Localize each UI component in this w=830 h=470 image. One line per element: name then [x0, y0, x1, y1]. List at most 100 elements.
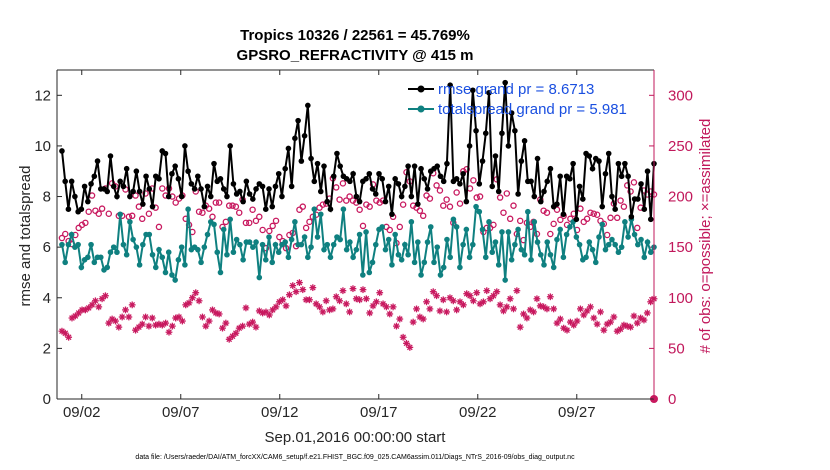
spread-point — [62, 259, 68, 266]
assimilated-obs-point — [202, 322, 210, 330]
spread-point — [217, 269, 224, 276]
assimilated-star-stroke — [416, 314, 423, 320]
possible-obs-point — [557, 216, 564, 224]
y-tick-label: 12 — [34, 87, 51, 104]
assimilated-star-stroke — [363, 295, 370, 302]
assimilated-star-stroke — [296, 279, 303, 286]
assimilated-star-stroke — [233, 330, 239, 337]
assimilated-obs-point — [192, 289, 200, 297]
spread-point — [382, 246, 389, 253]
assimilated-star-stroke — [406, 344, 413, 351]
possible-obs-point — [132, 192, 139, 199]
rmse-point — [573, 216, 580, 223]
assimilated-star-stroke — [423, 298, 430, 305]
spread-point — [415, 239, 421, 245]
assimilated-obs-point — [289, 282, 297, 290]
rmse-point — [369, 186, 376, 192]
rmse-point — [502, 79, 508, 86]
assimilated-obs-point — [436, 307, 444, 315]
assimilated-obs-point — [272, 303, 280, 311]
assimilated-obs-point — [643, 309, 651, 317]
rmse-point — [240, 198, 246, 205]
spread-point — [240, 257, 246, 263]
assimilated-obs-point — [239, 322, 246, 330]
spread-point — [204, 231, 211, 238]
rmse-point — [68, 178, 75, 185]
assimilated-star-stroke — [115, 324, 122, 330]
rmse-point — [250, 196, 256, 202]
assimilated-obs-point — [439, 296, 447, 304]
possible-obs-point — [453, 189, 460, 196]
spread-point — [88, 241, 94, 248]
rmse-point — [567, 176, 573, 182]
possible-obs-point — [476, 193, 484, 200]
rmse-point — [528, 178, 534, 185]
spread-point — [201, 244, 208, 250]
spread-point — [317, 211, 324, 218]
spread-point — [152, 264, 159, 271]
possible-obs-point — [426, 195, 434, 202]
assimilated-star-stroke — [373, 298, 380, 305]
spread-point — [75, 241, 81, 248]
rmse-point — [402, 183, 408, 190]
assimilated-star-stroke — [139, 321, 146, 327]
rmse-point — [415, 201, 421, 207]
rmse-point — [78, 206, 85, 212]
spread-point — [389, 262, 395, 268]
rmse-point — [62, 178, 68, 185]
assimilated-obs-point — [600, 326, 608, 334]
rmse-point — [305, 102, 311, 109]
spread-point — [237, 241, 243, 248]
rmse-point — [389, 211, 395, 218]
rmse-point — [618, 173, 625, 180]
spread-point — [453, 224, 460, 230]
assimilated-obs-point — [386, 310, 394, 318]
spread-point — [266, 234, 272, 240]
rmse-point — [156, 176, 162, 182]
assimilated-star-stroke — [380, 300, 386, 307]
assimilated-star-stroke — [600, 327, 607, 334]
axes-lines — [56, 69, 655, 400]
spread-point — [434, 244, 441, 250]
assimilated-star-stroke — [65, 334, 72, 341]
assimilated-star-stroke — [527, 307, 534, 313]
spread-point — [592, 259, 599, 266]
rmse-point — [243, 178, 250, 185]
x-axis: 09/02 09/07 09/12 09/17 09/22 09/27 — [63, 70, 596, 421]
possible-obs-point — [62, 230, 69, 238]
rmse-point — [269, 203, 276, 210]
assimilated-obs-point — [469, 297, 477, 305]
assimilated-star-stroke — [256, 308, 263, 314]
assimilated-star-stroke — [316, 304, 323, 310]
spread-point — [123, 251, 130, 258]
spread-point — [220, 226, 227, 233]
assimilated-star-stroke — [216, 311, 223, 317]
spread-point — [586, 239, 593, 245]
assimilated-star-stroke — [540, 304, 547, 310]
rmse-point — [334, 150, 340, 157]
assimilated-obs-point — [185, 299, 193, 307]
assimilated-star-stroke — [437, 308, 443, 314]
spread-point — [301, 234, 308, 240]
possible-obs-point — [503, 190, 511, 197]
spread-point — [482, 254, 489, 261]
rmse-point — [570, 160, 576, 167]
spread-point — [635, 241, 641, 248]
assimilated-star-stroke — [125, 314, 132, 320]
spread-point — [282, 239, 288, 245]
spread-point — [473, 203, 479, 210]
assimilated-obs-point — [409, 318, 417, 326]
spread-point — [499, 229, 505, 235]
rmse-point — [211, 160, 217, 167]
possible-obs-point — [440, 202, 447, 209]
spread-point — [379, 224, 386, 230]
possible-obs-point — [613, 214, 621, 222]
assimilated-obs-point — [563, 326, 571, 334]
spread-point — [347, 239, 353, 245]
rmse-point — [492, 153, 499, 159]
assimilated-obs-point — [510, 305, 517, 313]
rmse-point — [337, 163, 343, 169]
y-tick-label: 6 — [43, 239, 51, 256]
spread-point — [444, 236, 450, 243]
rmse-point — [253, 186, 259, 192]
